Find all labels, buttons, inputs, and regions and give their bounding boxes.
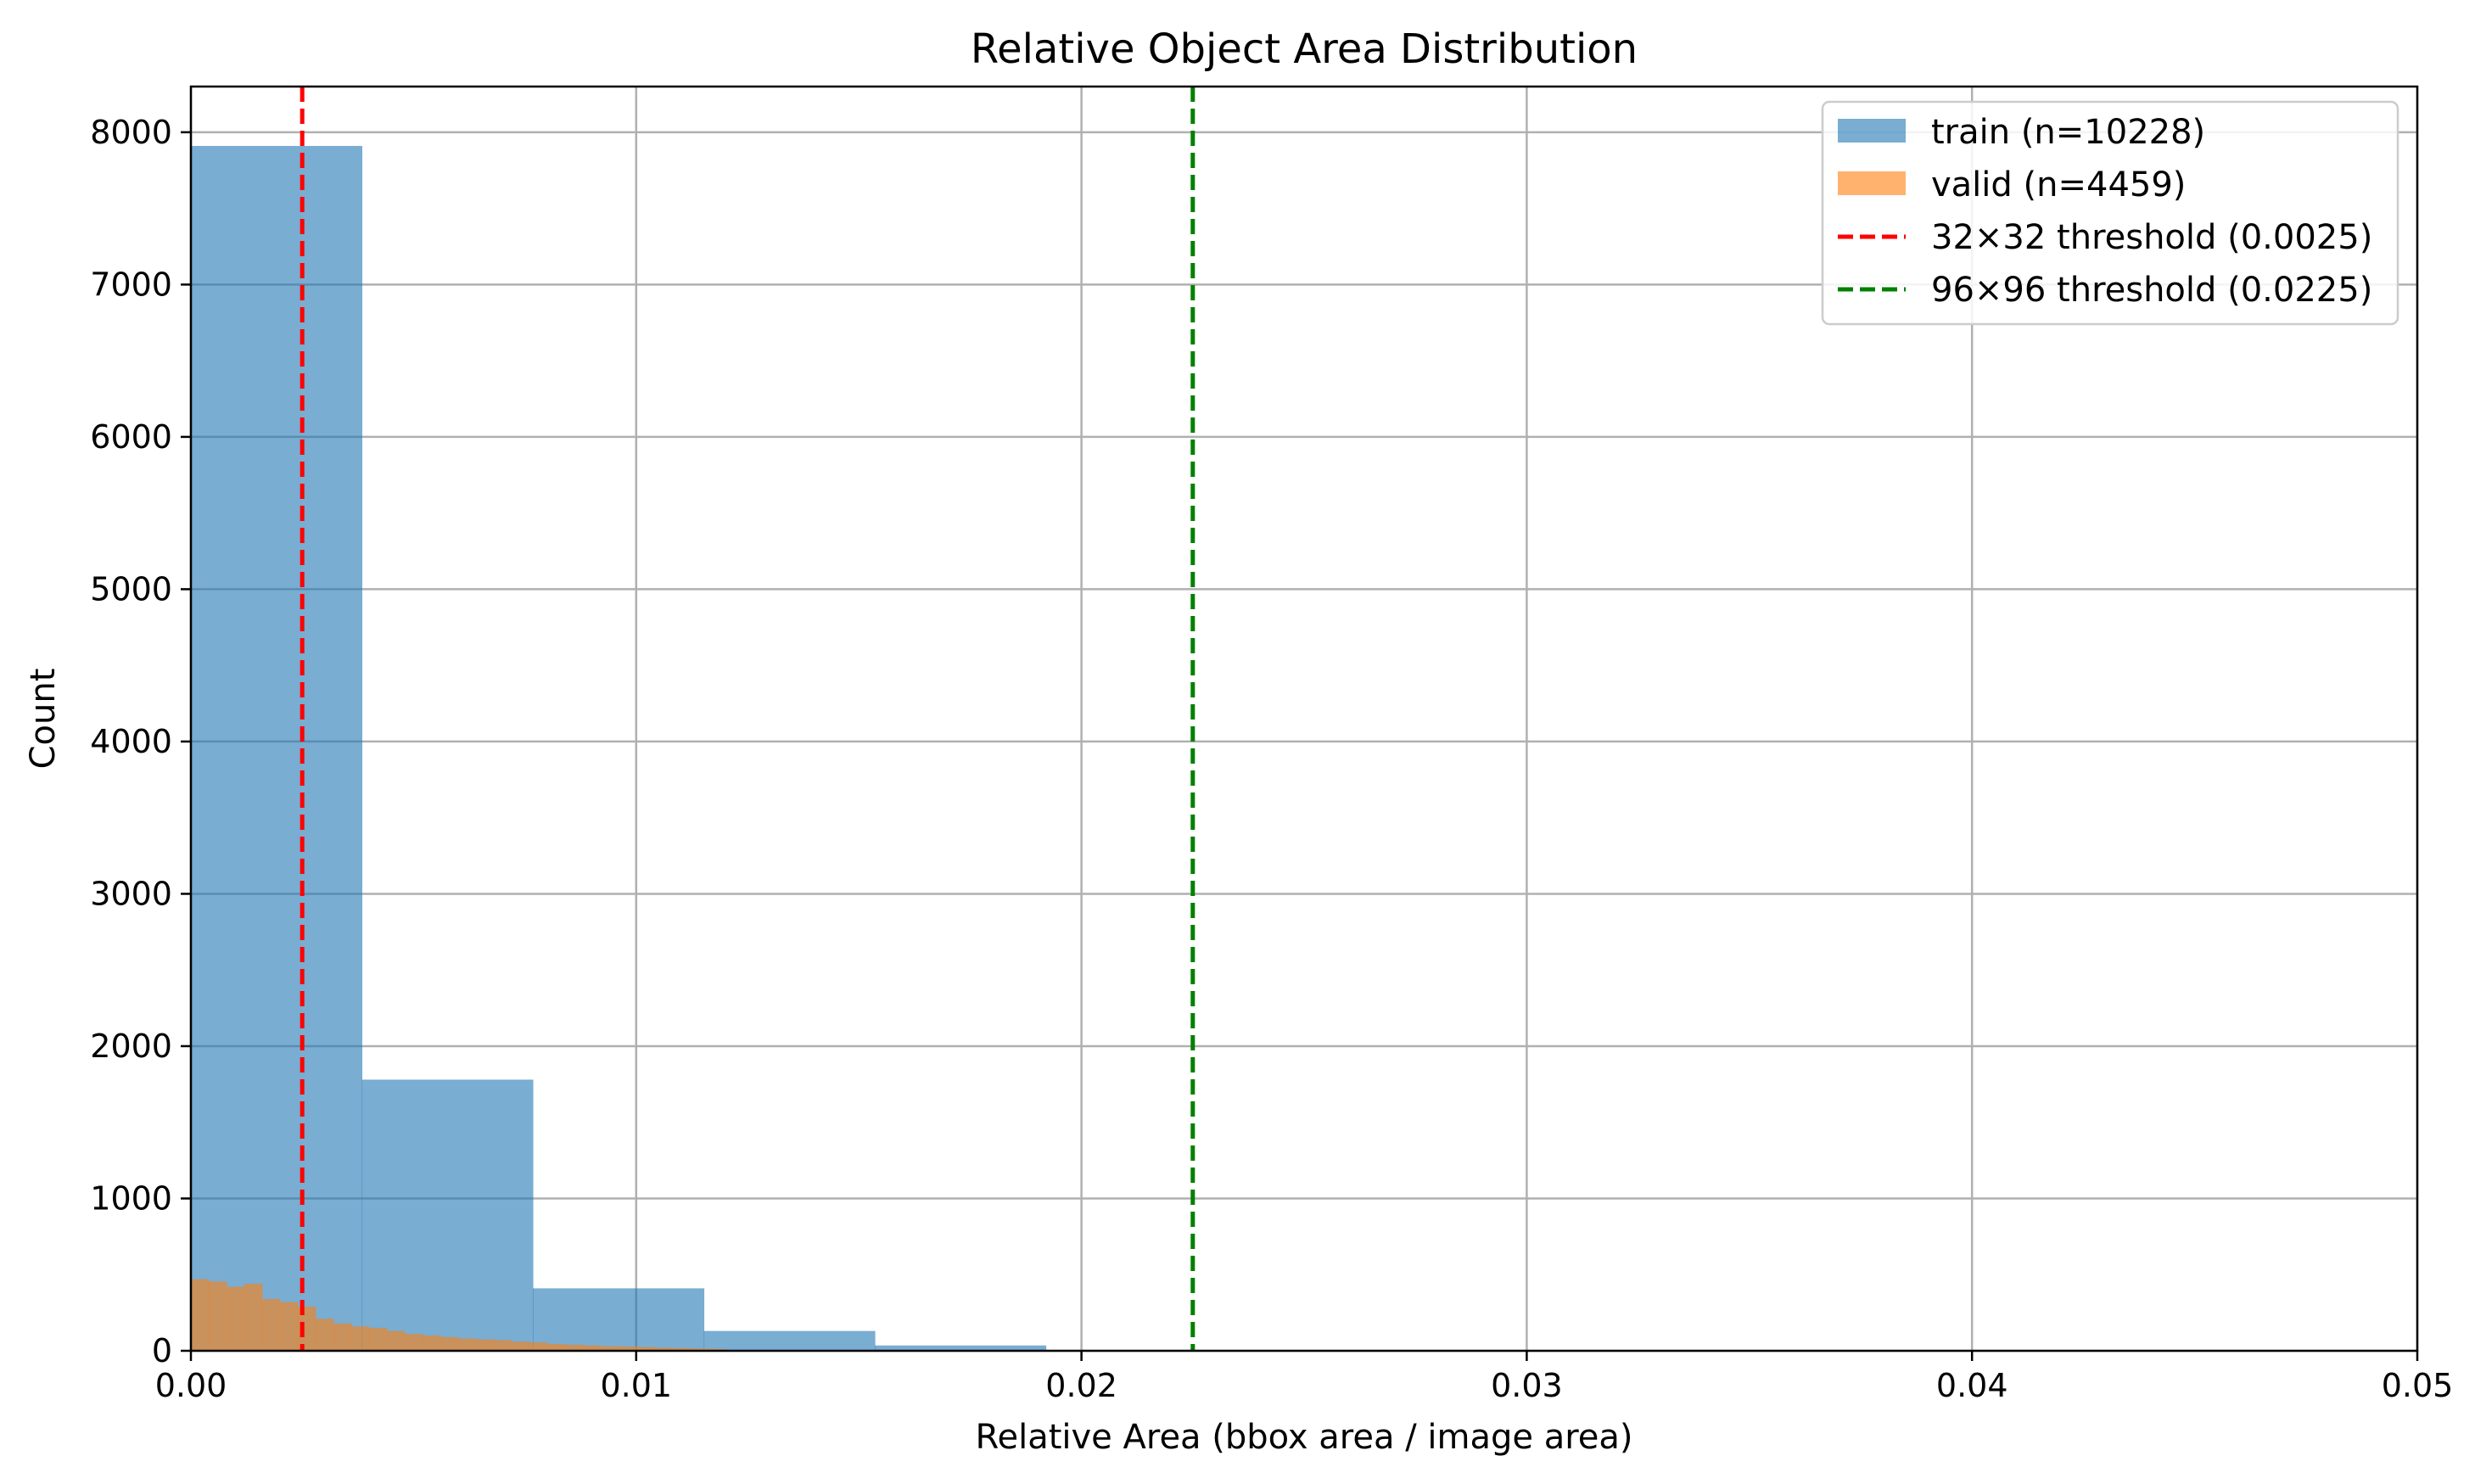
y-tick-label: 1000 [90,1179,172,1217]
valid-bar [582,1345,602,1351]
train-bar [191,146,363,1351]
plot-frame [189,85,2419,1352]
train-bar [361,1079,534,1351]
legend-swatch [1838,171,1906,195]
x-tick-label: 0.05 [2382,1367,2454,1404]
y-tick-label: 0 [152,1332,172,1369]
valid-bar [493,1340,512,1351]
legend-box [1821,100,2399,326]
legend-swatch [1838,119,1906,143]
y-tick-label: 6000 [90,418,172,456]
valid-bar [689,1348,708,1351]
valid-bar [333,1323,352,1351]
x-axis: 0.00 0.01 0.02 0.03 0.04 0.05 [155,1351,2454,1404]
valid-bar [600,1346,619,1351]
valid-bar [440,1336,459,1351]
y-axis-label: Count [24,669,63,770]
valid-bar [261,1298,281,1351]
x-tick-label: 0.01 [600,1367,672,1404]
valid-bar [244,1284,263,1351]
train-bar [533,1288,705,1351]
valid-bar [368,1328,388,1351]
valid-bar [511,1341,530,1351]
valid-bar [564,1344,584,1351]
valid-bar [350,1326,370,1351]
train-bar [703,1330,876,1351]
x-tick-label: 0.00 [155,1367,227,1404]
legend-label: valid (n=4459) [1931,165,2186,204]
legend-label: 32×32 threshold (0.0025) [1931,218,2372,257]
y-tick-label: 3000 [90,875,172,912]
y-tick-label: 8000 [90,114,172,151]
x-tick-label: 0.04 [1936,1367,2008,1404]
y-tick-label: 4000 [90,723,172,760]
y-tick-label: 2000 [90,1028,172,1065]
x-tick-label: 0.03 [1491,1367,1563,1404]
valid-bar [546,1343,566,1351]
valid-bar [653,1347,673,1351]
valid-bar [279,1302,299,1351]
valid-bar [529,1342,548,1351]
valid-bar [297,1306,316,1351]
valid-bar [315,1319,334,1351]
y-axis: 0 1000 2000 3000 4000 5000 6000 7000 8000 [90,114,191,1369]
valid-bar [226,1286,245,1351]
x-tick-label: 0.02 [1045,1367,1117,1404]
histogram-bars [191,146,1047,1351]
valid-bar [636,1347,655,1351]
legend-label: train (n=10228) [1931,113,2205,152]
valid-bar [671,1347,691,1351]
valid-bar [475,1339,495,1351]
valid-bar [422,1336,441,1351]
valid-bar [404,1334,423,1351]
threshold-lines [300,87,1196,1351]
grid-lines [189,87,2419,1352]
valid-bar [618,1346,637,1351]
valid-bar [457,1338,477,1351]
y-tick-label: 5000 [90,570,172,608]
legend: train (n=10228) valid (n=4459) 32×32 thres… [1821,100,2399,326]
valid-bar [191,1279,210,1351]
valid-bar [386,1330,406,1351]
legend-label: 96×96 threshold (0.0225) [1931,271,2372,310]
valid-bar [208,1281,227,1351]
y-tick-label: 7000 [90,266,172,303]
x-axis-label: Relative Area (bbox area / image area) [975,1418,1632,1457]
chart-title: Relative Object Area Distribution [971,25,1638,73]
train-bar [875,1345,1047,1351]
